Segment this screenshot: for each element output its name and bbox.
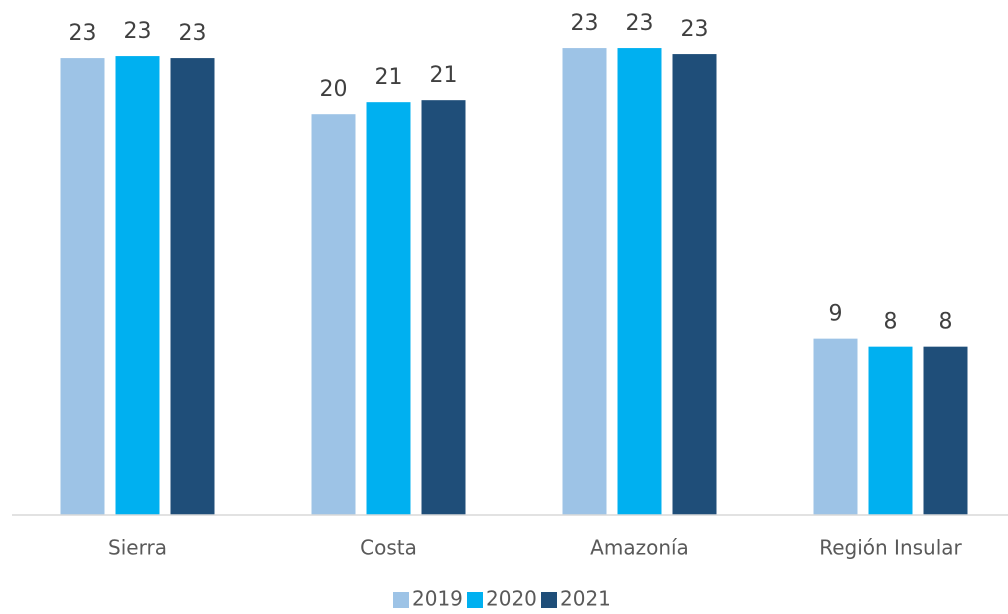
x-tick-label: Amazonía xyxy=(590,536,689,560)
x-tick-label: Costa xyxy=(360,536,417,560)
data-label: 23 xyxy=(69,21,97,46)
data-label: 23 xyxy=(179,21,207,46)
legend-label: 2019 xyxy=(412,587,463,611)
x-tick-label: Sierra xyxy=(108,536,167,560)
bar xyxy=(868,346,913,515)
data-label: 23 xyxy=(681,17,709,42)
data-label: 20 xyxy=(320,77,348,102)
data-label: 23 xyxy=(626,11,654,36)
bar xyxy=(617,48,662,516)
x-tick-label: Región Insular xyxy=(819,536,962,560)
data-label: 8 xyxy=(884,310,898,335)
data-label: 9 xyxy=(829,302,843,327)
bar xyxy=(311,114,356,515)
bar xyxy=(170,58,215,515)
bar xyxy=(813,338,858,515)
bar xyxy=(115,56,160,516)
legend-swatch xyxy=(393,592,409,608)
legend-swatch xyxy=(467,592,483,608)
legend-swatch xyxy=(541,592,557,608)
data-label: 21 xyxy=(375,65,403,90)
data-label: 8 xyxy=(939,310,953,335)
data-label: 21 xyxy=(430,63,458,88)
data-label: 23 xyxy=(124,19,152,44)
bar xyxy=(366,102,411,516)
bar xyxy=(421,100,466,515)
bar xyxy=(923,346,968,515)
bar xyxy=(60,58,105,515)
legend-label: 2020 xyxy=(486,587,537,611)
bar xyxy=(562,48,607,516)
data-label: 23 xyxy=(571,11,599,36)
bar xyxy=(672,54,717,516)
legend-label: 2021 xyxy=(560,587,611,611)
